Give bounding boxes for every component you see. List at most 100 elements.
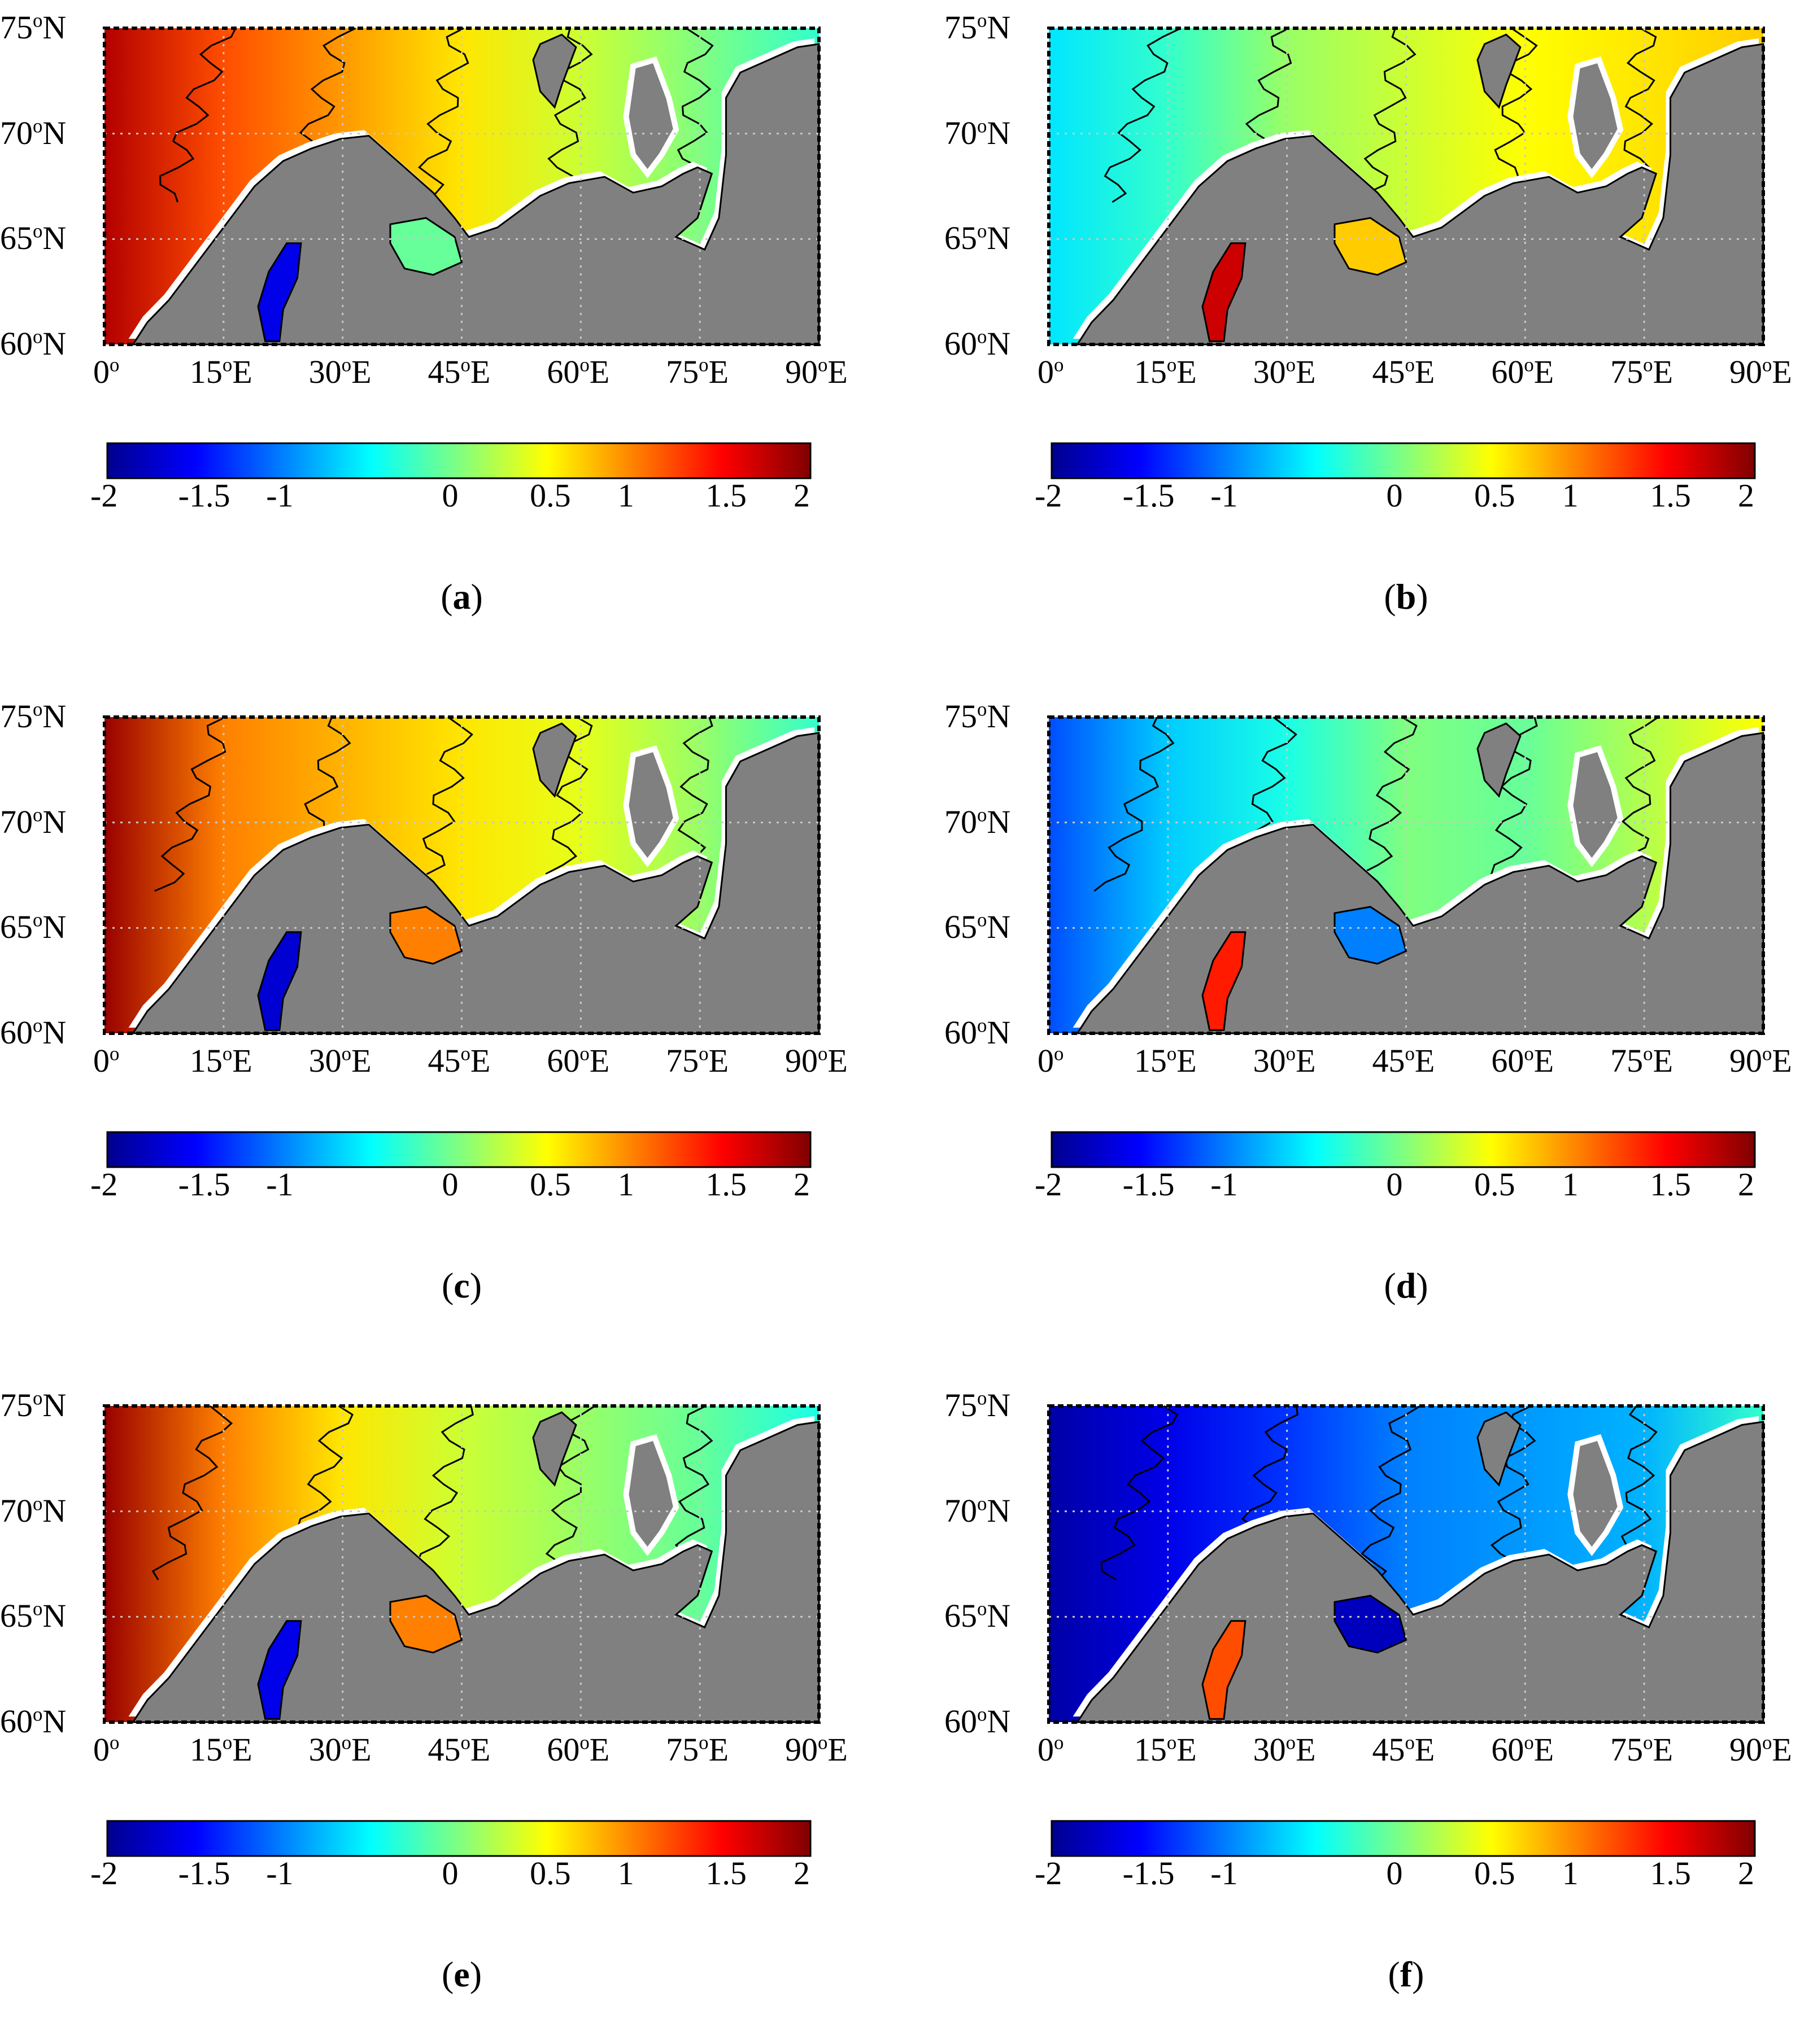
lon-label: 45oE [428,353,491,390]
island [623,745,679,867]
lon-label: 90oE [1729,1731,1792,1768]
colorbar-tick-label: 0.5 [530,1855,571,1892]
panel-e: 75oN 70oN 65oN 60oN 0o 15oE 30oE 45oE 60oE 75oE 90… [0,1388,881,2044]
contour-line [1361,1405,1421,1581]
lat-label: 65oN [944,1597,1011,1635]
colorbar-tick-label: 1.5 [1650,1166,1691,1203]
colorbar-tick-label: -1.5 [1122,1855,1175,1892]
contour-line [1104,27,1182,203]
colorbar-tick-label: -1.5 [178,1855,230,1892]
colorbar-tick-label: 0 [1386,1166,1403,1203]
contour-line [412,716,473,892]
colorbar-tick-label: 0.5 [530,1166,571,1203]
panel-caption-f: (f) [1388,1954,1424,1994]
lat-label: 65oN [944,909,1011,946]
island [532,1411,577,1487]
lat-label: 70oN [944,114,1011,151]
lon-label: 15oE [1134,1042,1197,1079]
lon-label: 45oE [428,1731,491,1768]
colorbar-tick-label: -1 [266,477,294,514]
lat-label: 65oN [0,1597,67,1635]
lat-label: 75oN [944,698,1011,735]
lon-label: 90oE [785,1731,848,1768]
map-svg-d [1047,715,1765,1168]
map-svg-e [103,1404,821,1857]
white-sea-field [389,217,463,276]
colorbar-tick-label: 1.5 [705,477,747,514]
island [1567,1434,1624,1556]
lon-label: 0o [93,353,120,390]
colorbar-tick-label: 1 [1562,1166,1579,1203]
colorbar-tick-label: 0 [442,1855,459,1892]
map-frame [1047,715,1765,1035]
white-sea-field [1333,217,1407,276]
lat-label: 60oN [944,1014,1011,1051]
colorbar-tick-label: -2 [1035,1855,1062,1892]
bothnia-field [257,1620,302,1720]
colorbar-tick-label: -1 [1210,477,1238,514]
contour-line [1490,1405,1536,1581]
colorbar-tick-label: -1 [266,1855,294,1892]
panel-caption-a: (a) [441,576,483,617]
lon-label: 0o [93,1731,120,1768]
contour-line [151,1405,233,1580]
lon-label: 90oE [785,353,848,390]
map-frame [1047,1404,1765,1724]
panel-c: 75oN 70oN 65oN 60oN 0o 15oE 30oE 45oE 60oE 75oE 90… [0,700,881,1355]
map-svg-c [103,715,821,1168]
contour-line [416,27,469,203]
panel-caption-b: (b) [1384,576,1428,617]
lon-label: 60oE [547,1042,610,1079]
colorbar [106,1820,812,1857]
bothnia-field [1201,1620,1247,1720]
lon-label: 0o [93,1042,120,1079]
lon-label: 90oE [1729,1042,1792,1079]
bothnia-field [257,931,302,1031]
lon-label: 75oE [666,1731,729,1768]
contour-line [1093,717,1175,892]
colorbar-tick-label: -2 [1035,1166,1062,1203]
lon-label: 75oE [666,353,729,390]
colorbar-tick-label: -2 [90,477,118,514]
colorbar-tick-label: 0 [1386,477,1403,514]
lon-label: 0o [1038,1042,1064,1079]
lon-label: 45oE [428,1042,491,1079]
colorbar-tick-label: 1 [617,1166,634,1203]
lat-label: 70oN [0,1492,67,1529]
lon-label: 15oE [189,1042,252,1079]
island [1476,33,1522,109]
colorbar-tick-label: 1.5 [1650,477,1691,514]
colorbar-tick-label: 2 [1738,1166,1754,1203]
colorbar-tick-label: 0.5 [530,477,571,514]
lon-label: 60oE [1491,1042,1554,1079]
lon-label: 60oE [547,1731,610,1768]
lon-label: 30oE [1253,1042,1316,1079]
lon-label: 15oE [189,1731,252,1768]
colorbar-tick-label: -1 [1210,1855,1238,1892]
lat-label: 65oN [944,220,1011,257]
map-svg-a [103,27,821,479]
colorbar-tick-label: 2 [794,1855,810,1892]
island [1476,722,1522,798]
colorbar-tick-label: 2 [794,477,810,514]
lat-label: 60oN [0,1703,67,1740]
lat-label: 70oN [944,1492,1011,1529]
lon-label: 30oE [308,353,372,390]
lon-label: 60oE [1491,1731,1554,1768]
colorbar-tick-label: 2 [794,1166,810,1203]
island [1567,56,1624,178]
colorbar [1051,1131,1756,1168]
colorbar-tick-label: -2 [1035,477,1062,514]
island [623,1434,679,1556]
colorbar-tick-label: 1.5 [705,1855,747,1892]
contour-line [1360,716,1418,892]
colorbar-tick-label: 2 [1738,1855,1754,1892]
bothnia-field [1201,931,1247,1031]
lat-label: 65oN [0,220,67,257]
lon-label: 30oE [308,1042,372,1079]
white-sea-field [389,1595,463,1654]
white-sea-field [1333,1595,1407,1654]
colorbar-tick-label: 1.5 [705,1166,747,1203]
colorbar-tick-label: 2 [1738,477,1754,514]
island [1567,745,1624,867]
